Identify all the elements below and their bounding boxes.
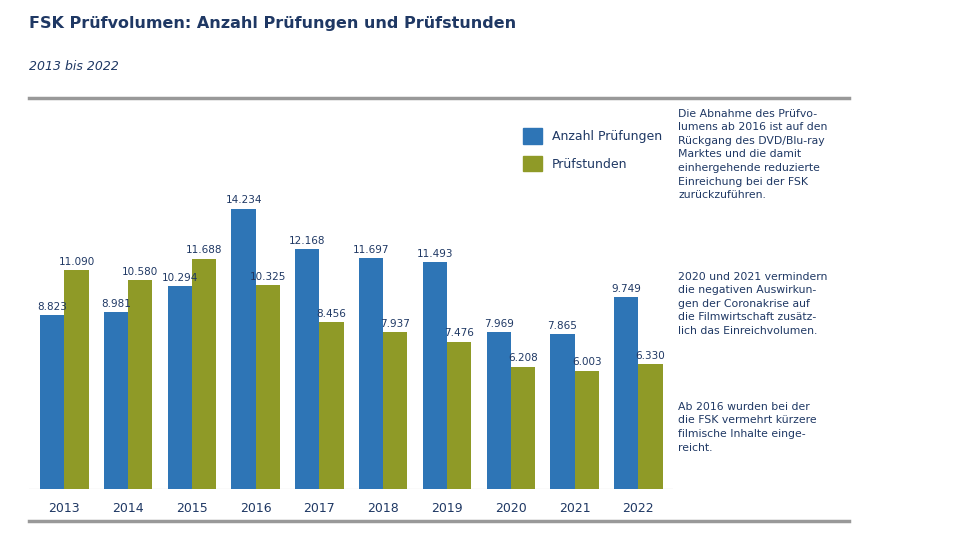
Legend: Anzahl Prüfungen, Prüfstunden: Anzahl Prüfungen, Prüfstunden [518,123,668,176]
Bar [64,270,89,489]
Text: Ab 2016 wurden bei der
die FSK vermehrt kürzere
filmische Inhalte einge-
reicht.: Ab 2016 wurden bei der die FSK vermehrt … [678,402,817,453]
Bar [359,258,384,489]
Text: 14.234: 14.234 [225,195,262,205]
Bar [384,332,408,489]
Bar [40,315,64,489]
Bar [638,364,663,489]
Text: Die Abnahme des Prüfvo-
lumens ab 2016 ist auf den
Rückgang des DVD/Blu-ray
Mark: Die Abnahme des Prüfvo- lumens ab 2016 i… [678,109,828,200]
Bar [128,280,152,489]
Text: FSK Prüfvolumen: Anzahl Prüfungen und Prüfstunden: FSK Prüfvolumen: Anzahl Prüfungen und Pr… [29,16,516,31]
Text: 12.168: 12.168 [289,236,326,246]
Bar [487,332,510,489]
Text: 6.208: 6.208 [508,353,538,363]
Text: 8.981: 8.981 [102,299,131,309]
Text: 2013 bis 2022: 2013 bis 2022 [29,60,119,73]
Bar [550,334,575,489]
Text: 10.325: 10.325 [250,273,286,282]
Text: 6.003: 6.003 [572,357,601,368]
Bar [295,249,319,489]
Text: 7.476: 7.476 [444,329,474,338]
Text: 8.823: 8.823 [37,302,67,312]
Bar [168,286,192,489]
Text: 7.937: 7.937 [381,319,410,329]
Bar [575,370,599,489]
Bar [510,367,535,489]
Text: 9.749: 9.749 [611,283,641,294]
Text: 10.294: 10.294 [162,273,198,283]
Bar [192,258,216,489]
Bar [103,312,128,489]
Bar [231,209,256,489]
Text: 11.493: 11.493 [417,249,453,260]
Text: 8.456: 8.456 [316,309,346,319]
Bar [423,262,447,489]
Text: 11.090: 11.090 [59,257,95,267]
Text: 10.580: 10.580 [122,267,158,277]
Text: 7.865: 7.865 [548,321,578,331]
Bar [256,286,280,489]
Text: 6.330: 6.330 [635,351,666,361]
Bar [614,297,638,489]
Text: 11.697: 11.697 [353,245,389,255]
Bar [319,322,344,489]
Text: 2020 und 2021 vermindern
die negativen Auswirkun-
gen der Coronakrise auf
die Fi: 2020 und 2021 vermindern die negativen A… [678,272,828,336]
Text: 7.969: 7.969 [484,319,513,329]
Text: 11.688: 11.688 [185,245,223,256]
Bar [447,342,471,489]
